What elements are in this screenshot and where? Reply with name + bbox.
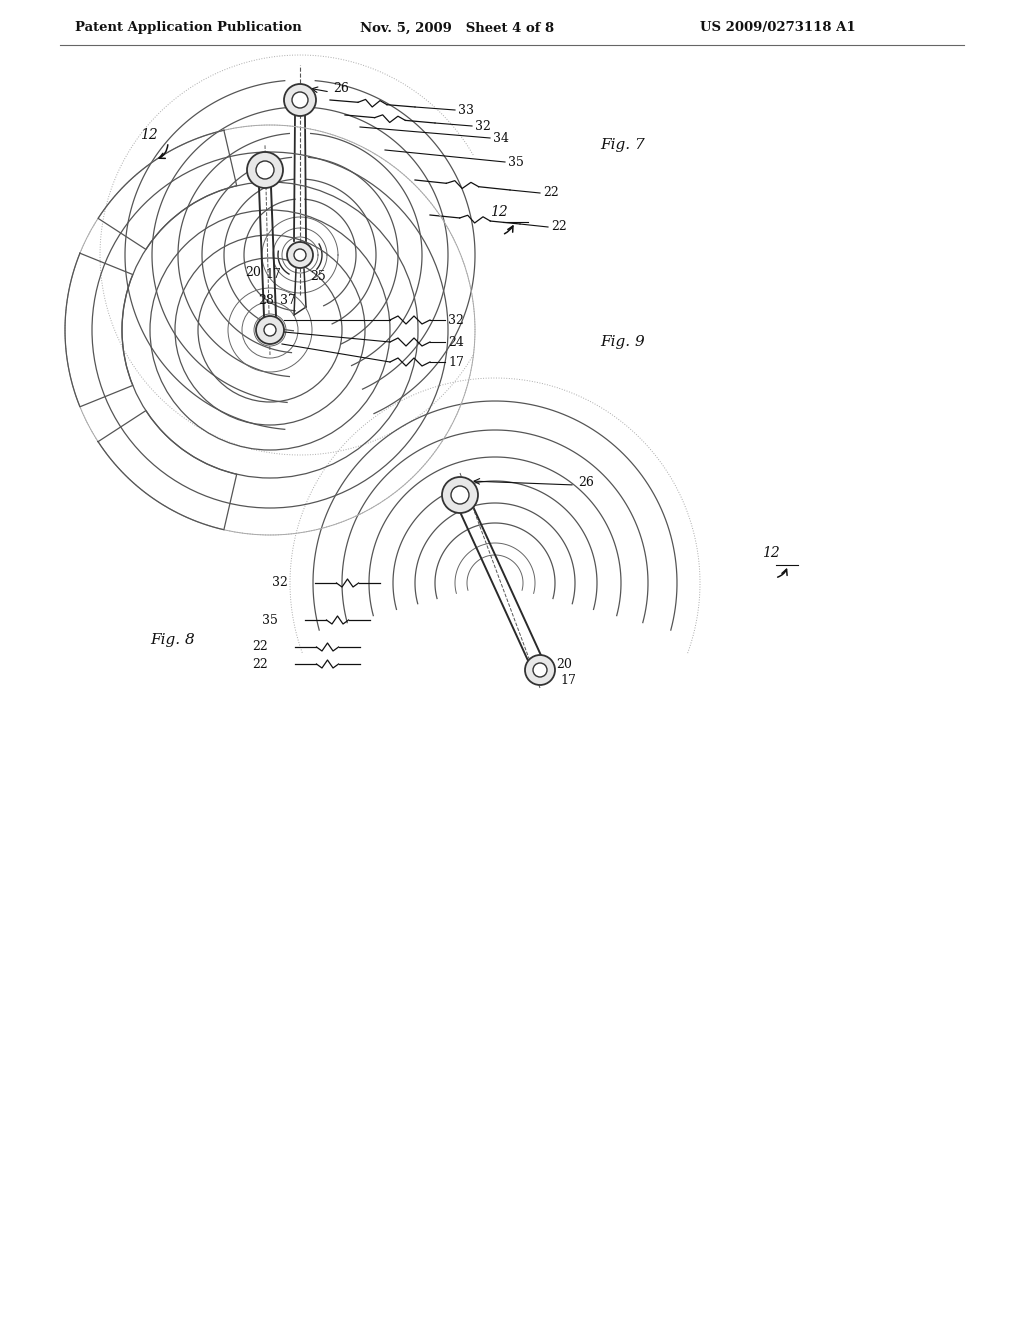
Text: 28: 28 <box>258 293 273 306</box>
Text: 20: 20 <box>556 659 571 672</box>
Circle shape <box>451 486 469 504</box>
Text: 24: 24 <box>449 335 464 348</box>
Text: 35: 35 <box>508 156 524 169</box>
Text: 35: 35 <box>262 614 278 627</box>
Text: 12: 12 <box>490 205 508 219</box>
Text: Patent Application Publication: Patent Application Publication <box>75 21 302 34</box>
Text: 17: 17 <box>449 355 464 368</box>
Text: 32: 32 <box>449 314 464 326</box>
Text: 26: 26 <box>333 82 349 95</box>
Text: 20: 20 <box>245 265 261 279</box>
Text: US 2009/0273118 A1: US 2009/0273118 A1 <box>700 21 856 34</box>
Circle shape <box>294 249 306 261</box>
Text: 32: 32 <box>272 577 288 590</box>
Circle shape <box>534 663 547 677</box>
Circle shape <box>247 152 283 187</box>
Text: 32: 32 <box>475 120 490 132</box>
Text: 34: 34 <box>493 132 509 144</box>
Circle shape <box>264 323 276 337</box>
Circle shape <box>287 242 313 268</box>
Circle shape <box>442 477 478 513</box>
Text: 22: 22 <box>551 220 566 234</box>
Text: 37: 37 <box>280 293 296 306</box>
Text: Fig. 8: Fig. 8 <box>150 634 195 647</box>
Text: Fig. 9: Fig. 9 <box>600 335 645 348</box>
Text: 17: 17 <box>265 268 281 281</box>
Text: 22: 22 <box>252 657 268 671</box>
Text: 12: 12 <box>140 128 158 143</box>
Circle shape <box>292 92 308 108</box>
Circle shape <box>256 315 284 345</box>
Text: Fig. 7: Fig. 7 <box>600 139 645 152</box>
Text: 22: 22 <box>543 186 559 199</box>
Text: 33: 33 <box>458 103 474 116</box>
Text: Nov. 5, 2009   Sheet 4 of 8: Nov. 5, 2009 Sheet 4 of 8 <box>360 21 554 34</box>
Circle shape <box>256 161 274 180</box>
Text: 17: 17 <box>560 673 575 686</box>
Text: 25: 25 <box>310 271 326 284</box>
Text: 22: 22 <box>252 640 268 653</box>
Circle shape <box>284 84 316 116</box>
Text: 26: 26 <box>578 475 594 488</box>
Circle shape <box>525 655 555 685</box>
Text: 12: 12 <box>762 546 779 560</box>
